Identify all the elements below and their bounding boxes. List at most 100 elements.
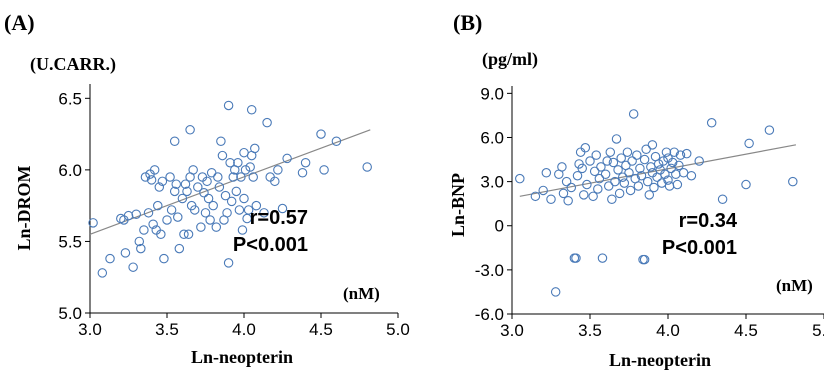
panel-b-data-point — [644, 190, 655, 200]
panel-a-data-point — [128, 262, 138, 272]
panel-b-data-point — [744, 138, 754, 149]
panel-b-data-point — [694, 156, 704, 166]
panel-b-data-point — [672, 179, 683, 190]
panel-b-data-point — [582, 179, 592, 190]
panel-a-data-point — [220, 190, 231, 201]
panel-b-y-tick-label: 0 — [495, 217, 504, 236]
panel-b-x-tick-label: 4.0 — [656, 321, 680, 340]
panel-a-stat-r: r=0.57 — [250, 207, 308, 229]
panel-b-data-point — [717, 194, 728, 205]
panel-b-data-point — [649, 182, 659, 193]
panel-a-data-point — [153, 200, 163, 211]
panel-a-data-point — [270, 176, 280, 187]
panel-a-label: (A) — [4, 10, 35, 35]
panel-b-data-point — [585, 156, 595, 166]
panel-b-data-point — [635, 163, 645, 174]
panel-a-y-tick-label: 6.0 — [58, 161, 82, 180]
panel-b-data-point — [646, 162, 656, 172]
panel-b-data-point — [589, 166, 600, 177]
panel-a-data-point — [146, 175, 157, 185]
panel-b-data-point — [671, 169, 681, 180]
panel-b-data-point — [579, 190, 589, 200]
panel-b-data-point — [558, 188, 569, 199]
panel-a-x-tick-label: 4.5 — [309, 320, 333, 339]
panel-b-data-point — [607, 194, 617, 205]
panel-b-data-point — [538, 185, 548, 196]
panel-a-data-point — [157, 176, 168, 187]
panel-b-data-point — [566, 182, 577, 193]
panel-b-data-point — [686, 170, 697, 181]
panel-b-data-point — [600, 169, 611, 180]
panel-a-data-point — [236, 172, 246, 182]
panel-b-x-tick-label: 3.5 — [578, 321, 602, 340]
panel-a-data-point — [225, 157, 235, 168]
panel-b-data-point — [624, 168, 634, 178]
panel-b-data-point — [639, 254, 650, 265]
panel-b-y-tick-label: -6.0 — [475, 305, 504, 324]
panel-a-data-point — [154, 182, 165, 192]
panel-b-data-point — [572, 170, 583, 181]
panel-b-data-point — [580, 143, 591, 153]
panel-a-data-point — [319, 165, 329, 175]
panel-a-y-unit: (U.CARR.) — [30, 54, 116, 75]
panel-a-data-point — [193, 182, 203, 192]
panel-a-data-point — [277, 203, 288, 214]
panel-b-y-tick-label: 9.0 — [480, 84, 504, 103]
panel-a-data-point — [171, 179, 181, 189]
panel-b-data-point — [616, 153, 626, 163]
panel-a-data-point — [196, 222, 206, 232]
panel-a-x-unit: (nM) — [343, 284, 380, 303]
panel-a-data-point — [282, 153, 292, 164]
panel-b-data-point — [530, 191, 541, 202]
panel-b-data-point — [661, 147, 672, 157]
panel-b-data-point — [639, 154, 650, 165]
panel-a-data-point — [205, 215, 215, 225]
panel-b-data-point — [597, 253, 608, 263]
panel-b-data-point — [664, 181, 675, 191]
panel-b-data-point — [675, 150, 686, 160]
panel-b-data-point — [610, 176, 620, 187]
panel-b-y-unit: (pg/ml) — [482, 49, 538, 70]
panel-a-data-point — [180, 179, 191, 189]
panel-a-data-point — [239, 193, 249, 204]
panel-a-data-point — [169, 136, 180, 147]
panel-a-data-point — [88, 218, 98, 228]
panel-b-data-point — [642, 176, 653, 187]
panel-b-data-point — [561, 176, 572, 187]
panel-a-data-point — [239, 147, 249, 158]
panel-a-data-point — [189, 205, 200, 215]
panel-b-data-point — [674, 160, 684, 171]
panel-a-trend-line — [89, 129, 371, 235]
panel-a-data-point — [183, 229, 194, 240]
panel-a-data-point — [273, 165, 283, 175]
panel-a-data-point — [216, 136, 226, 147]
panel-a-data-point — [233, 157, 243, 168]
panel-a-data-point — [228, 172, 238, 182]
panel-b-data-point — [669, 147, 679, 157]
panel-b-y-axis-title: Ln-BNP — [448, 173, 468, 237]
panel-b-y-tick-label: 3.0 — [480, 173, 504, 192]
panel-a-data-point — [246, 105, 257, 115]
panel-b-y-tick-label: -3.0 — [475, 261, 504, 280]
panel-b-data-point — [625, 185, 636, 196]
panel-b-data-point — [706, 118, 717, 128]
panel-a-data-point — [223, 258, 234, 268]
panel-b-x-tick-label: 4.5 — [734, 321, 758, 340]
panel-a-y-tick-label: 5.0 — [58, 304, 82, 323]
panel-a-data-point — [297, 167, 308, 178]
panel-a-data-point — [362, 162, 372, 172]
panel-a-data-point — [248, 172, 258, 182]
panel-b: (B) (pg/ml) (nM) Ln-neopterin Ln-BNP 3.0… — [448, 10, 824, 370]
panel-a-data-point — [250, 143, 260, 154]
panel-b-data-point — [678, 168, 689, 178]
panel-a-data-point — [182, 186, 192, 197]
panel-a-data-point — [231, 186, 242, 197]
panel-a-data-point — [206, 167, 217, 178]
panel-a-data-point — [300, 157, 311, 168]
panel-a-x-tick-label: 3.5 — [155, 320, 179, 339]
panel-a-data-point — [131, 209, 141, 219]
panel-b-data-point — [636, 170, 647, 181]
panel-b-data-point — [622, 147, 633, 157]
panel-b-y-tick-label: 6.0 — [480, 128, 504, 147]
panel-b-trend-line — [519, 144, 797, 197]
